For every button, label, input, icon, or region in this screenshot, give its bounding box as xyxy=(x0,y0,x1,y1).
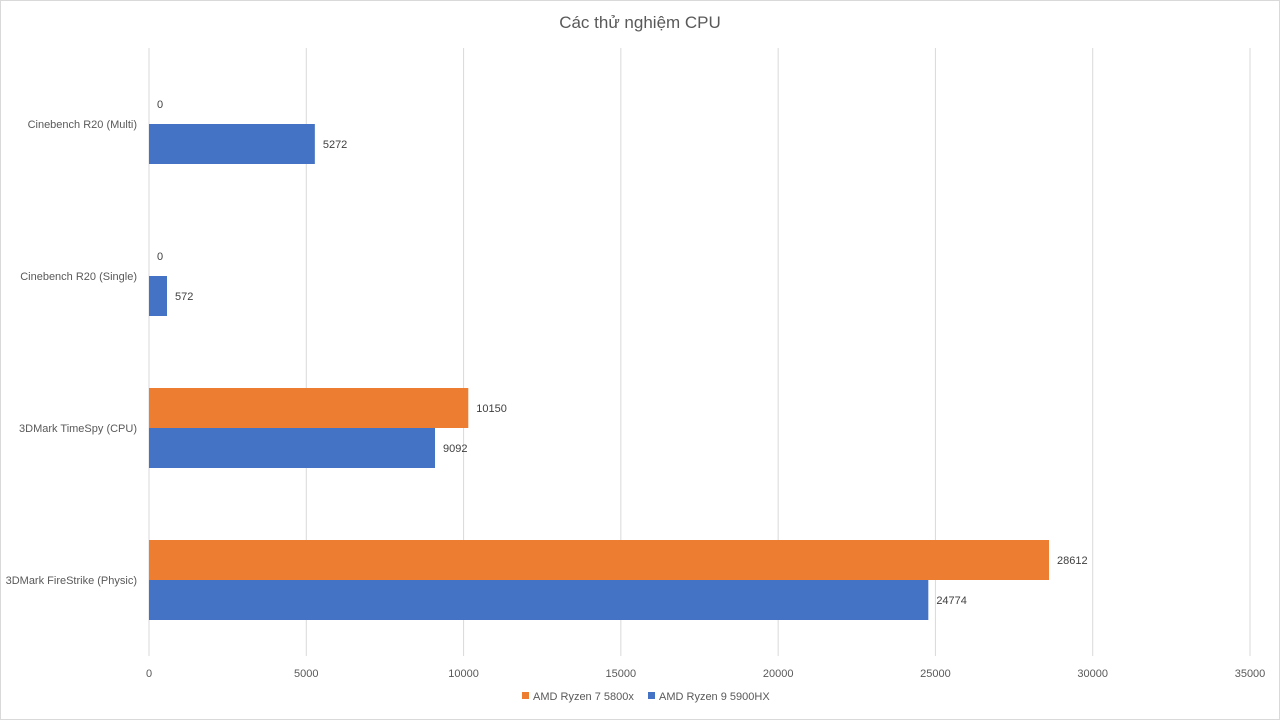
x-tick-label: 20000 xyxy=(763,668,794,680)
category-label: 3DMark FireStrike (Physic) xyxy=(6,575,137,587)
data-label: 10150 xyxy=(476,403,507,415)
bar xyxy=(149,124,315,164)
x-tick-label: 35000 xyxy=(1235,668,1266,680)
legend-label: AMD Ryzen 7 5800x xyxy=(533,691,634,703)
data-label: 572 xyxy=(175,291,193,303)
data-label: 5272 xyxy=(323,139,347,151)
bar xyxy=(149,540,1050,580)
legend-swatch xyxy=(648,692,655,699)
x-tick-label: 30000 xyxy=(1077,668,1108,680)
chart-title: Các thử nghiệm CPU xyxy=(559,13,721,32)
legend-swatch xyxy=(522,692,529,699)
legend-label: AMD Ryzen 9 5900HX xyxy=(659,691,770,703)
category-label: Cinebench R20 (Single) xyxy=(20,271,137,283)
bar xyxy=(149,388,469,428)
bars: 0 5272 0 572 10150 9092 28612 24774 xyxy=(149,99,1088,620)
category-label: Cinebench R20 (Multi) xyxy=(28,119,137,131)
category-label: 3DMark TimeSpy (CPU) xyxy=(19,423,137,435)
legend: AMD Ryzen 7 5800x AMD Ryzen 9 5900HX xyxy=(522,691,770,703)
x-tick-label: 25000 xyxy=(920,668,951,680)
data-label: 9092 xyxy=(443,443,467,455)
bar xyxy=(149,276,167,316)
x-tick-label: 5000 xyxy=(294,668,318,680)
data-label: 24774 xyxy=(936,595,967,607)
data-label: 0 xyxy=(157,99,163,111)
x-tick-label: 15000 xyxy=(606,668,637,680)
bar xyxy=(149,580,929,620)
category-labels: Cinebench R20 (Multi) Cinebench R20 (Sing… xyxy=(6,119,137,587)
x-axis-tick-labels: 0 5000 10000 15000 20000 25000 30000 35000 xyxy=(146,668,1265,680)
data-label: 28612 xyxy=(1057,555,1088,567)
x-tick-label: 10000 xyxy=(448,668,479,680)
data-label: 0 xyxy=(157,251,163,263)
bar xyxy=(149,428,436,468)
x-tick-label: 0 xyxy=(146,668,152,680)
